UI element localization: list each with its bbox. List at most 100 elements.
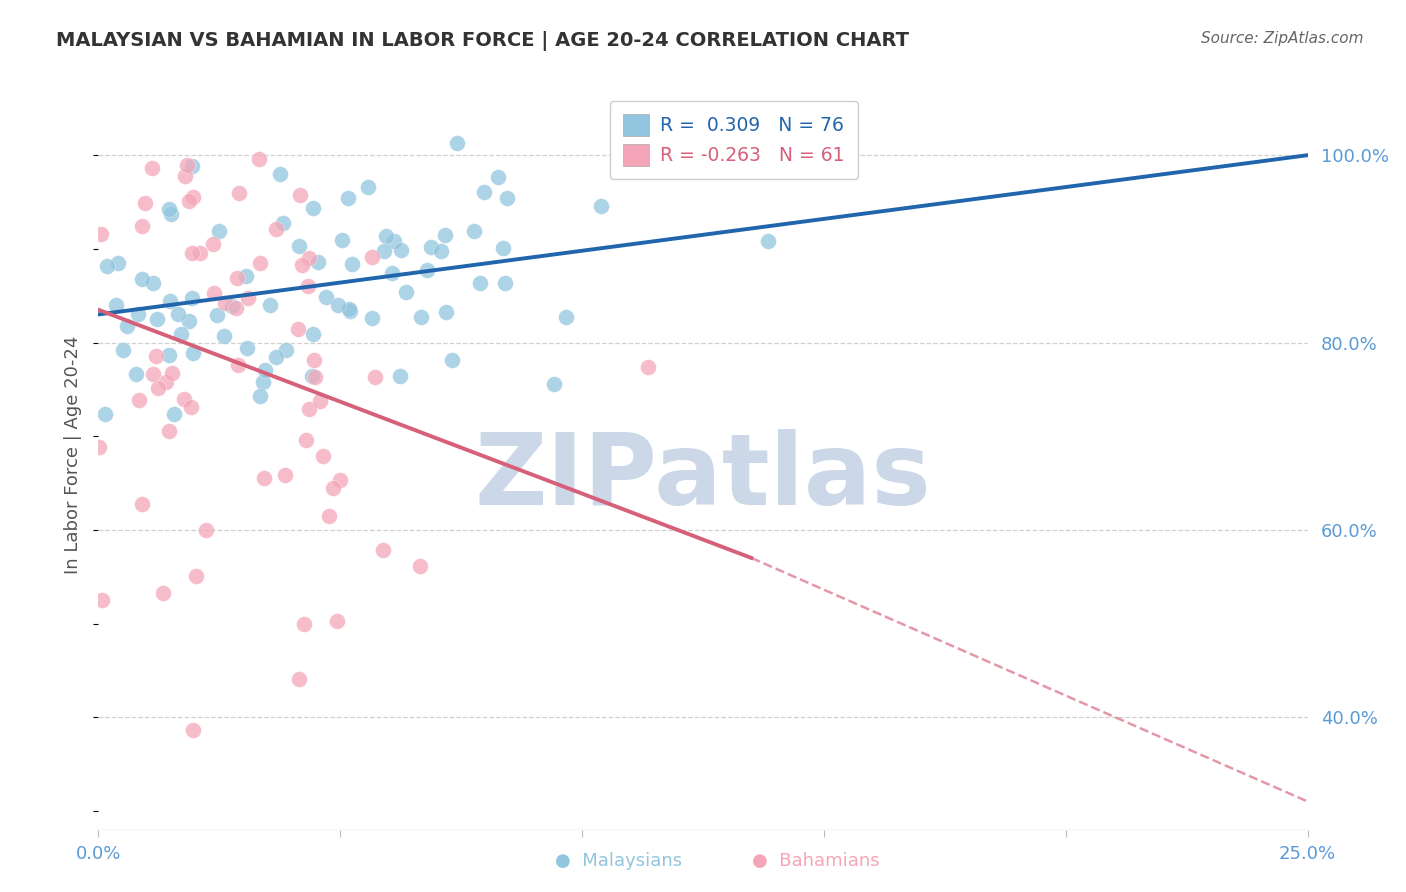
Point [339, 304, 361, 318]
Point [382, 234, 405, 248]
Point [131, 498, 153, 512]
Text: Source: ZipAtlas.com: Source: ZipAtlas.com [1201, 31, 1364, 46]
Point [468, 276, 491, 290]
Point [238, 291, 260, 305]
Point [381, 266, 404, 280]
Point [315, 289, 337, 303]
Point [205, 308, 228, 322]
Point [291, 259, 314, 273]
Point [202, 285, 225, 300]
Point [440, 352, 463, 367]
Point [180, 400, 202, 414]
Point [221, 299, 243, 313]
Y-axis label: In Labor Force | Age 20-24: In Labor Force | Age 20-24 [65, 335, 83, 574]
Text: MALAYSIAN VS BAHAMIAN IN LABOR FORCE | AGE 20-24 CORRELATION CHART: MALAYSIAN VS BAHAMIAN IN LABOR FORCE | A… [56, 31, 910, 51]
Point [142, 276, 165, 290]
Point [492, 241, 515, 255]
Point [288, 238, 311, 252]
Point [298, 402, 321, 417]
Point [208, 224, 231, 238]
Point [371, 543, 394, 558]
Point [128, 392, 150, 407]
Point [181, 723, 204, 737]
Point [179, 313, 201, 327]
Text: ●  Malaysians: ● Malaysians [555, 852, 682, 870]
Point [756, 234, 779, 248]
Point [127, 307, 149, 321]
Point [152, 586, 174, 600]
Point [304, 353, 326, 368]
Point [388, 368, 411, 383]
Point [274, 468, 297, 483]
Point [146, 312, 169, 326]
Point [433, 227, 456, 242]
Point [326, 614, 349, 628]
Point [157, 348, 180, 362]
Point [226, 270, 249, 285]
Point [180, 159, 202, 173]
Point [111, 343, 134, 358]
Text: ZIPatlas: ZIPatlas [475, 429, 931, 526]
Point [357, 180, 380, 194]
Point [287, 672, 309, 686]
Point [494, 276, 516, 290]
Point [340, 257, 363, 271]
Point [292, 616, 315, 631]
Point [555, 310, 578, 324]
Legend: R =  0.309   N = 76, R = -0.263   N = 61: R = 0.309 N = 76, R = -0.263 N = 61 [610, 101, 858, 179]
Point [322, 481, 344, 495]
Point [228, 186, 250, 200]
Point [214, 296, 236, 310]
Point [202, 237, 225, 252]
Point [162, 407, 184, 421]
Point [311, 449, 333, 463]
Point [253, 471, 276, 485]
Point [637, 359, 659, 374]
Point [125, 367, 148, 381]
Point [253, 363, 276, 377]
Point [247, 152, 270, 166]
Point [214, 329, 236, 343]
Point [104, 298, 127, 312]
Point [131, 272, 153, 286]
Point [177, 194, 200, 208]
Point [389, 243, 412, 257]
Point [141, 161, 163, 175]
Point [287, 321, 309, 335]
Point [273, 216, 295, 230]
Point [87, 440, 110, 454]
Point [186, 569, 208, 583]
Point [157, 202, 180, 216]
Point [309, 394, 332, 409]
Point [409, 558, 432, 573]
Point [373, 244, 395, 259]
Point [463, 224, 485, 238]
Point [274, 343, 297, 357]
Point [188, 246, 211, 260]
Point [194, 523, 217, 537]
Point [183, 345, 205, 359]
Point [302, 326, 325, 341]
Point [472, 186, 495, 200]
Point [170, 327, 193, 342]
Point [301, 369, 323, 384]
Point [416, 263, 439, 277]
Point [180, 245, 202, 260]
Point [157, 424, 180, 438]
Point [330, 233, 353, 247]
Point [181, 190, 204, 204]
Point [307, 254, 329, 268]
Text: ●  Bahamians: ● Bahamians [752, 852, 879, 870]
Point [361, 311, 384, 326]
Point [180, 291, 202, 305]
Point [249, 256, 271, 270]
Point [160, 366, 183, 380]
Point [266, 221, 288, 235]
Point [176, 157, 198, 171]
Point [225, 301, 247, 315]
Point [269, 167, 291, 181]
Point [145, 350, 167, 364]
Point [107, 256, 129, 270]
Point [236, 342, 259, 356]
Point [115, 319, 138, 334]
